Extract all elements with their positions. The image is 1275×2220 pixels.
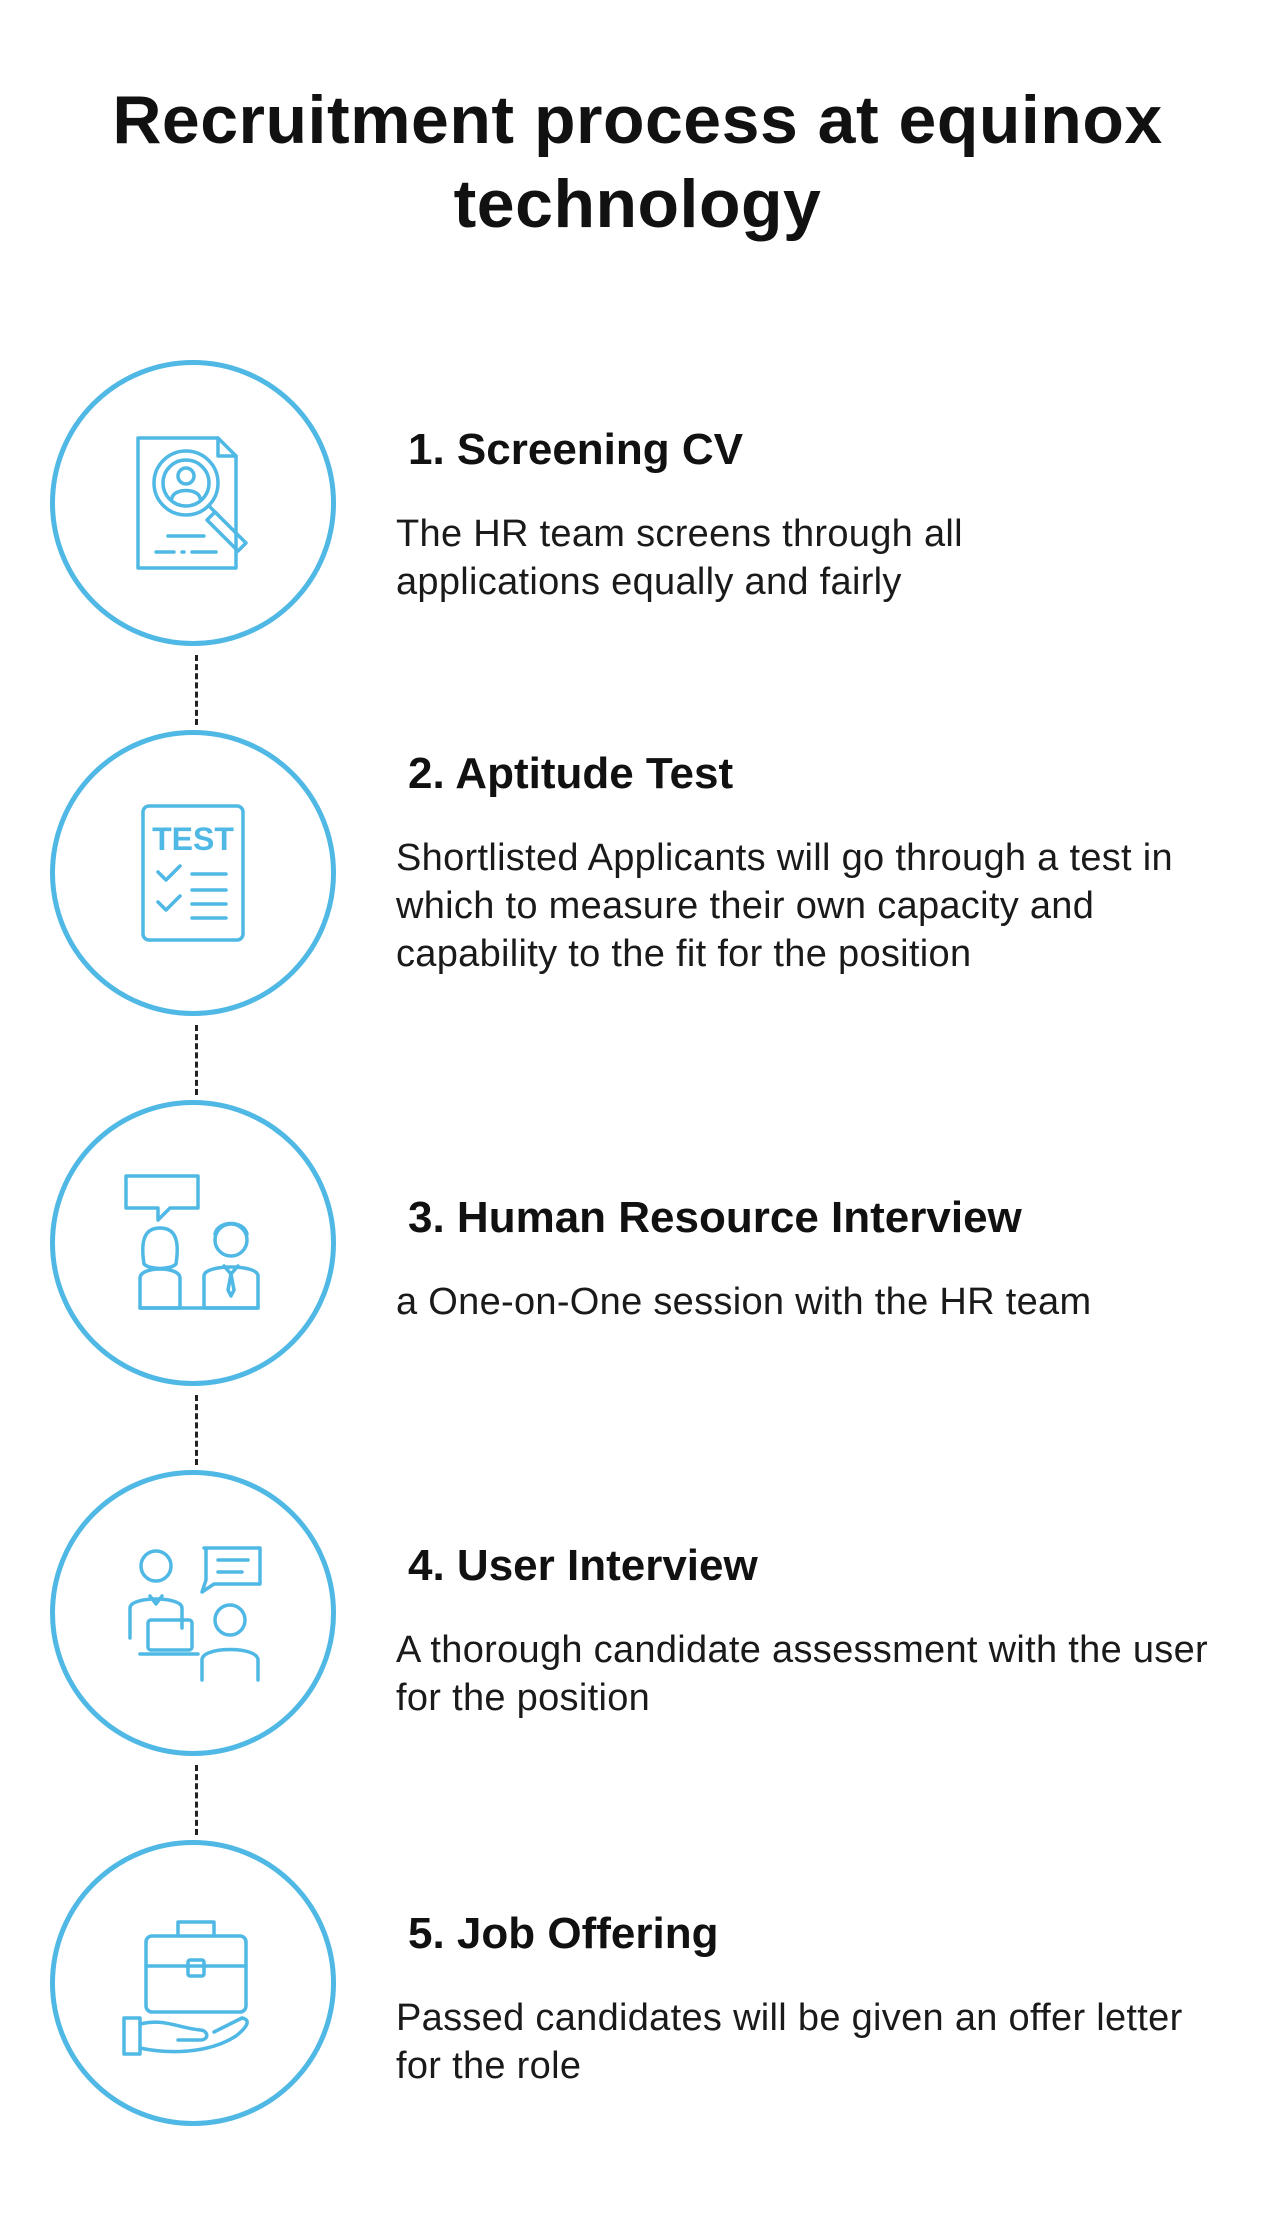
step-4-title: 4. User Interview: [408, 1541, 758, 1590]
step-3-title: 3. Human Resource Interview: [408, 1193, 1022, 1242]
step-connector: [195, 655, 198, 725]
step-2-circle: TEST: [50, 730, 336, 1016]
step-2-description: Shortlisted Applicants will go through a…: [396, 837, 1173, 975]
step-3-circle: [50, 1100, 336, 1386]
step-4-circle: [50, 1470, 336, 1756]
step-1-circle: [50, 360, 336, 646]
step-4-description: A thorough candidate assessment with the…: [396, 1629, 1208, 1719]
hr-interview-icon: [124, 1174, 260, 1310]
step-connector: [195, 1025, 198, 1095]
step-5-title: 5. Job Offering: [408, 1909, 719, 1958]
step-5-circle: [50, 1840, 336, 2126]
test-checklist-icon: TEST: [141, 804, 245, 942]
step-1-title: 1. Screening CV: [408, 425, 744, 474]
test-icon-label: TEST: [152, 821, 234, 857]
step-5-description: Passed candidates will be given an offer…: [396, 1997, 1183, 2087]
user-interview-icon: [128, 1546, 262, 1682]
step-3-description: a One-on-One session with the HR team: [396, 1281, 1092, 1323]
step-2-title: 2. Aptitude Test: [408, 749, 734, 798]
cv-search-icon: [136, 436, 248, 570]
briefcase-hand-icon: [122, 1920, 249, 2056]
step-connector: [195, 1765, 198, 1835]
step-1-description: The HR team screens through all applicat…: [396, 513, 963, 603]
step-connector: [195, 1395, 198, 1465]
page-title: Recruitment process at equinox technolog…: [112, 82, 1163, 242]
